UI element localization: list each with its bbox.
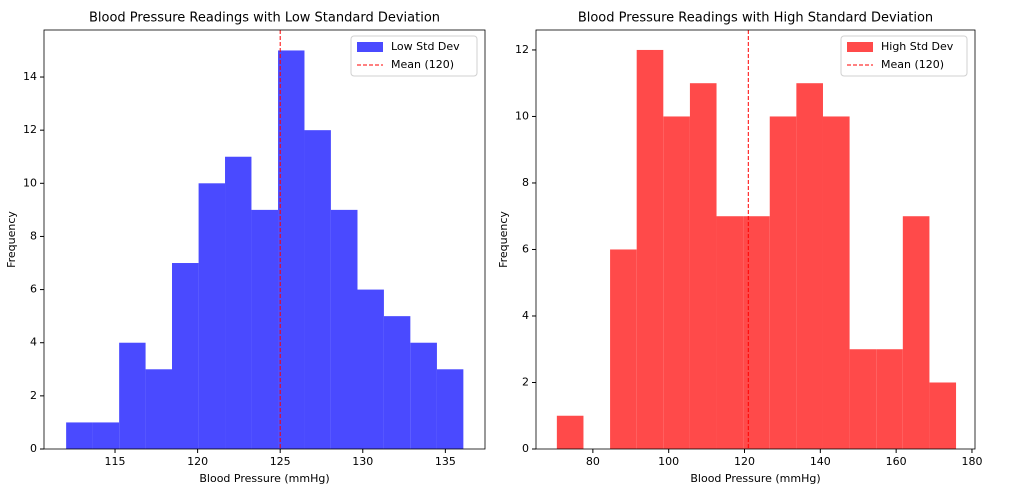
y-tick-label: 4	[522, 309, 529, 322]
x-tick-label: 130	[352, 455, 373, 468]
x-tick-label: 120	[734, 455, 755, 468]
legend-swatch	[847, 42, 873, 52]
bar	[330, 209, 358, 449]
bar	[92, 422, 120, 449]
y-axis-label: Frequency	[497, 211, 510, 268]
y-tick-label: 8	[522, 176, 529, 189]
bar	[663, 116, 690, 449]
bar	[198, 183, 226, 449]
bar	[796, 83, 823, 449]
bar	[929, 382, 957, 449]
bar	[304, 130, 331, 449]
x-tick-label: 120	[187, 455, 208, 468]
bar	[436, 369, 464, 449]
bar	[822, 116, 850, 449]
bar	[357, 289, 384, 449]
chart-title: Blood Pressure Readings with Low Standar…	[89, 11, 440, 26]
y-tick-label: 2	[30, 389, 37, 402]
bar	[689, 83, 717, 449]
x-tick-label: 160	[886, 455, 907, 468]
axes-frame	[43, 29, 486, 450]
bar	[66, 422, 93, 449]
y-tick-label: 12	[23, 123, 37, 136]
y-tick-label: 6	[30, 283, 37, 296]
y-tick-label: 0	[522, 442, 529, 455]
x-tick-label: 100	[658, 455, 679, 468]
legend-swatch	[357, 42, 383, 52]
y-tick-label: 10	[23, 176, 37, 189]
bar	[383, 316, 411, 449]
bar	[769, 116, 797, 449]
bar	[278, 50, 305, 449]
bar	[556, 415, 584, 449]
bar	[145, 369, 173, 449]
x-axis-label: Blood Pressure (mmHg)	[199, 472, 329, 485]
chart-title: Blood Pressure Readings with High Standa…	[578, 11, 933, 26]
x-tick-label: 80	[586, 455, 600, 468]
legend-label: High Std Dev	[881, 40, 954, 53]
legend-label: Mean (120)	[391, 58, 454, 71]
y-tick-label: 0	[30, 442, 37, 455]
y-axis-label: Frequency	[5, 211, 18, 268]
legend-label: Mean (120)	[881, 58, 944, 71]
bar	[410, 342, 437, 449]
x-axis-label: Blood Pressure (mmHg)	[690, 472, 820, 485]
bar	[610, 249, 637, 449]
bar	[119, 342, 146, 449]
y-tick-label: 14	[23, 70, 37, 83]
x-tick-label: 115	[105, 455, 126, 468]
x-tick-label: 125	[270, 455, 291, 468]
y-tick-label: 8	[30, 229, 37, 242]
y-tick-label: 6	[522, 242, 529, 255]
bar	[636, 49, 664, 449]
bar	[876, 349, 903, 449]
bar	[251, 209, 279, 449]
x-tick-label: 135	[435, 455, 456, 468]
x-tick-label: 180	[961, 455, 982, 468]
bar	[743, 216, 770, 449]
legend-label: Low Std Dev	[391, 40, 460, 53]
bar	[225, 156, 252, 449]
bar	[902, 216, 930, 449]
y-tick-label: 12	[515, 43, 529, 56]
x-tick-label: 140	[810, 455, 831, 468]
bar	[849, 349, 877, 449]
y-tick-label: 10	[515, 109, 529, 122]
bar	[172, 263, 199, 449]
bar	[716, 216, 744, 449]
y-tick-label: 2	[522, 375, 529, 388]
y-tick-label: 4	[30, 336, 37, 349]
axes-frame	[535, 29, 976, 450]
